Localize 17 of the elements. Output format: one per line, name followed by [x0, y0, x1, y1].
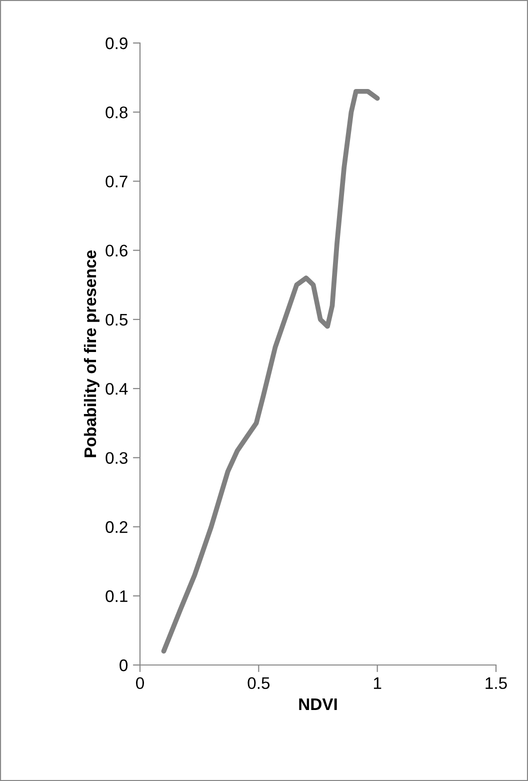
y-tick-label: 0.1: [106, 590, 128, 602]
x-tick-label: 1.5: [486, 677, 507, 690]
line-series: [161, 88, 380, 654]
x-tick-label: 0.5: [248, 677, 270, 690]
y-tick-label: 0.5: [106, 314, 128, 326]
x-tick-label: 0: [136, 677, 144, 690]
y-tick-label: 0.7: [106, 176, 128, 188]
x-axis-title: NDVI: [299, 698, 337, 710]
y-tick-label: 0.2: [106, 521, 128, 533]
y-tick-label: 0.6: [106, 244, 128, 257]
y-tick-label: 0: [120, 659, 128, 672]
x-tick-label: 1: [374, 677, 382, 689]
y-axis-title: Pobability of fire presence: [84, 250, 100, 458]
y-tick-label: 0.9: [106, 37, 128, 50]
y-tick-label: 0.4: [106, 382, 128, 395]
y-tick-label: 0.8: [106, 106, 128, 118]
y-tick-label: 0.3: [106, 452, 128, 464]
